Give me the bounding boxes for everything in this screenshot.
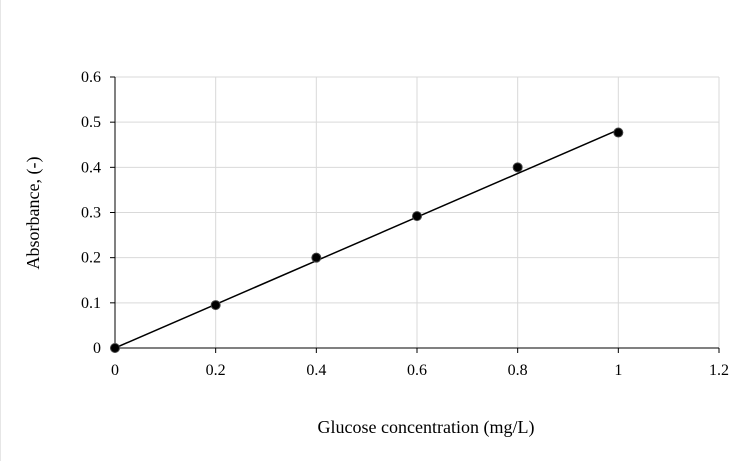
x-tick-label: 0.8 bbox=[508, 362, 528, 379]
x-tick-label: 1 bbox=[614, 362, 622, 379]
x-tick-label: 0.4 bbox=[306, 362, 326, 379]
y-tick-label: 0 bbox=[93, 340, 101, 357]
y-tick-label: 0.4 bbox=[81, 159, 101, 176]
data-points bbox=[110, 127, 624, 353]
trendline-layer bbox=[114, 129, 619, 349]
y-tick-label: 0.5 bbox=[81, 114, 101, 131]
x-tick-label: 0 bbox=[111, 362, 119, 379]
y-axis-title: Absorbance, (-) bbox=[23, 157, 44, 270]
y-tick-label: 0.3 bbox=[81, 205, 101, 222]
data-point bbox=[412, 211, 422, 222]
x-tick-label: 0.6 bbox=[407, 362, 427, 379]
data-point bbox=[512, 162, 523, 173]
data-point bbox=[311, 252, 322, 263]
y-tick-label: 0.6 bbox=[81, 69, 101, 86]
y-tick-label: 0.2 bbox=[81, 250, 101, 267]
x-axis-title: Glucose concentration (mg/L) bbox=[318, 417, 535, 438]
x-tick-label: 1.2 bbox=[709, 362, 729, 379]
grid-lines bbox=[115, 76, 720, 348]
trendline bbox=[114, 129, 619, 349]
data-point bbox=[110, 343, 120, 353]
x-tick-label: 0.2 bbox=[206, 362, 226, 379]
data-point bbox=[210, 300, 221, 311]
y-tick-label: 0.1 bbox=[81, 295, 101, 312]
data-point bbox=[613, 127, 624, 138]
tick-labels: 0 0.1 0.2 0.3 0.4 0.5 0.6 0 0.2 0.4 0.6 0.8 1 1.2 bbox=[81, 69, 729, 379]
